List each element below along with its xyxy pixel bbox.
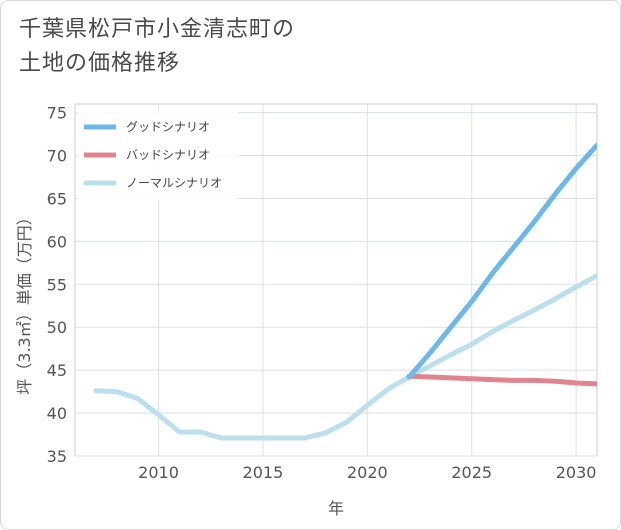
y-tick-label: 35 — [47, 447, 67, 466]
x-axis-label: 年 — [328, 499, 344, 518]
y-tick-label: 70 — [47, 147, 67, 166]
chart-title: 千葉県松戸市小金清志町の 土地の価格推移 — [19, 13, 295, 81]
legend-label: バッドシナリオ — [126, 148, 210, 162]
x-tick-label: 2020 — [347, 463, 388, 482]
y-tick-label: 60 — [47, 232, 67, 251]
y-tick-label: 50 — [47, 318, 67, 337]
legend-label: グッドシナリオ — [126, 120, 210, 134]
series-lines — [93, 142, 597, 441]
x-tick-label: 2010 — [138, 463, 179, 482]
series-line-3 — [93, 273, 597, 441]
chart-title-line-1: 千葉県松戸市小金清志町の — [19, 17, 296, 42]
y-tick-label: 55 — [47, 275, 67, 294]
legend-label: ノーマルシナリオ — [126, 176, 222, 190]
y-tick-label: 45 — [47, 361, 67, 380]
y-axis-ticks: 35 40 45 50 55 60 65 70 75 — [47, 104, 67, 466]
chart-title-line-2: 土地の価格推移 — [19, 51, 181, 76]
x-tick-label: 2015 — [243, 463, 284, 482]
x-tick-label: 2025 — [451, 463, 492, 482]
x-tick-label: 2030 — [556, 463, 597, 482]
series-line-1 — [406, 142, 597, 380]
series-line-2 — [406, 373, 597, 387]
y-tick-label: 65 — [47, 189, 67, 208]
y-axis-label: 坪（3.3㎡）単価（万円） — [15, 209, 34, 394]
y-tick-label: 40 — [47, 404, 67, 423]
y-tick-label: 75 — [47, 104, 67, 123]
x-axis-ticks: 2010 2015 2020 2025 2030 — [138, 463, 596, 482]
